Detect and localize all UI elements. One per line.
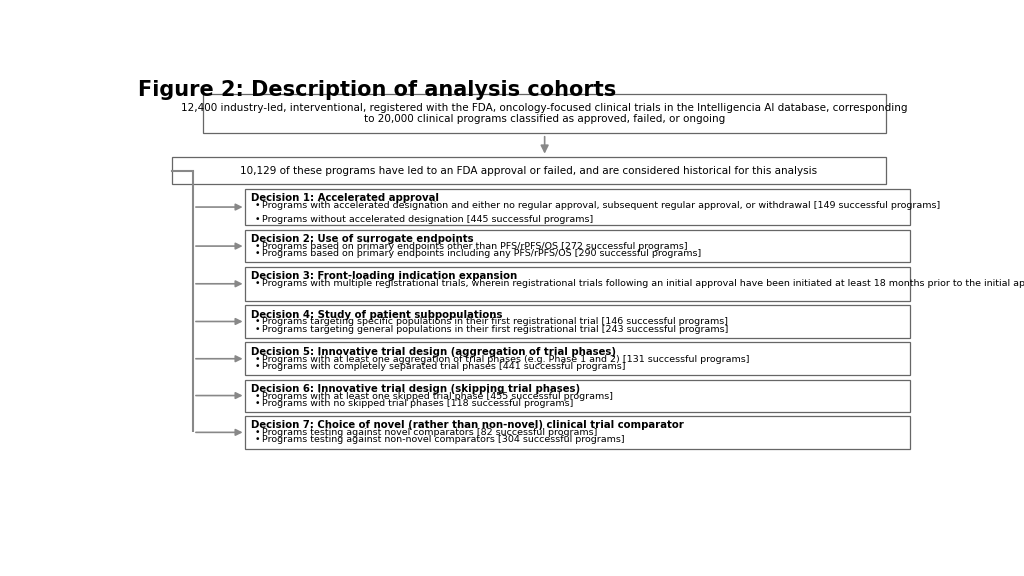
Text: Decision 2: Use of surrogate endpoints: Decision 2: Use of surrogate endpoints: [251, 234, 474, 244]
Text: Decision 1: Accelerated approval: Decision 1: Accelerated approval: [251, 194, 439, 203]
Text: Programs without accelerated designation [445 successful programs]: Programs without accelerated designation…: [262, 215, 593, 225]
Text: •: •: [254, 215, 260, 225]
Text: Programs based on primary endpoints including any PFS/rPFS/OS [290 successful pr: Programs based on primary endpoints incl…: [262, 249, 701, 258]
Text: •: •: [254, 249, 260, 258]
Text: •: •: [254, 429, 260, 437]
Text: 12,400 industry-led, interventional, registered with the FDA, oncology-focused c: 12,400 industry-led, interventional, reg…: [181, 103, 908, 124]
Text: Programs testing against novel comparators [82 successful programs]: Programs testing against novel comparato…: [262, 429, 597, 437]
Text: Programs based on primary endpoints other than PFS/rPFS/OS [272 successful progr: Programs based on primary endpoints othe…: [262, 242, 688, 251]
Text: •: •: [254, 325, 260, 334]
Text: •: •: [254, 242, 260, 251]
FancyBboxPatch shape: [246, 267, 910, 301]
Text: Programs with no skipped trial phases [118 successful programs]: Programs with no skipped trial phases [1…: [262, 399, 573, 408]
FancyBboxPatch shape: [246, 342, 910, 375]
Text: Decision 7: Choice of novel (rather than non-novel) clinical trial comparator: Decision 7: Choice of novel (rather than…: [251, 420, 684, 430]
Text: •: •: [254, 279, 260, 289]
Text: •: •: [254, 392, 260, 401]
Text: •: •: [254, 399, 260, 408]
FancyBboxPatch shape: [246, 230, 910, 263]
Text: Programs with at least one aggregation of trial phases (e.g. Phase 1 and 2) [131: Programs with at least one aggregation o…: [262, 355, 750, 364]
Text: Programs targeting general populations in their first registrational trial [243 : Programs targeting general populations i…: [262, 325, 728, 334]
Text: Decision 6: Innovative trial design (skipping trial phases): Decision 6: Innovative trial design (ski…: [251, 384, 581, 394]
Text: Decision 5: Innovative trial design (aggregation of trial phases): Decision 5: Innovative trial design (agg…: [251, 347, 616, 357]
Text: 10,129 of these programs have led to an FDA approval or failed, and are consider: 10,129 of these programs have led to an …: [241, 166, 817, 176]
Text: •: •: [254, 201, 260, 210]
Text: Figure 2: Description of analysis cohorts: Figure 2: Description of analysis cohort…: [138, 80, 616, 100]
FancyBboxPatch shape: [246, 189, 910, 225]
Text: •: •: [254, 355, 260, 364]
FancyBboxPatch shape: [172, 157, 886, 184]
Text: Programs with at least one skipped trial phase [455 successful programs]: Programs with at least one skipped trial…: [262, 392, 613, 401]
Text: Programs targeting specific populations in their first registrational trial [146: Programs targeting specific populations …: [262, 317, 728, 327]
Text: Programs with accelerated designation and either no regular approval, subsequent: Programs with accelerated designation an…: [262, 201, 940, 210]
FancyBboxPatch shape: [246, 380, 910, 411]
FancyBboxPatch shape: [204, 93, 886, 134]
FancyBboxPatch shape: [246, 416, 910, 449]
Text: •: •: [254, 435, 260, 445]
Text: •: •: [254, 362, 260, 371]
Text: Decision 3: Front-loading indication expansion: Decision 3: Front-loading indication exp…: [251, 271, 517, 281]
FancyBboxPatch shape: [246, 305, 910, 338]
Text: Programs testing against non-novel comparators [304 successful programs]: Programs testing against non-novel compa…: [262, 435, 625, 445]
Text: Programs with multiple registrational trials, wherein registrational trials foll: Programs with multiple registrational tr…: [262, 279, 1024, 289]
Text: Programs with completely separated trial phases [441 successful programs]: Programs with completely separated trial…: [262, 362, 626, 371]
Text: •: •: [254, 317, 260, 327]
Text: Decision 4: Study of patient subpopulations: Decision 4: Study of patient subpopulati…: [251, 309, 503, 320]
